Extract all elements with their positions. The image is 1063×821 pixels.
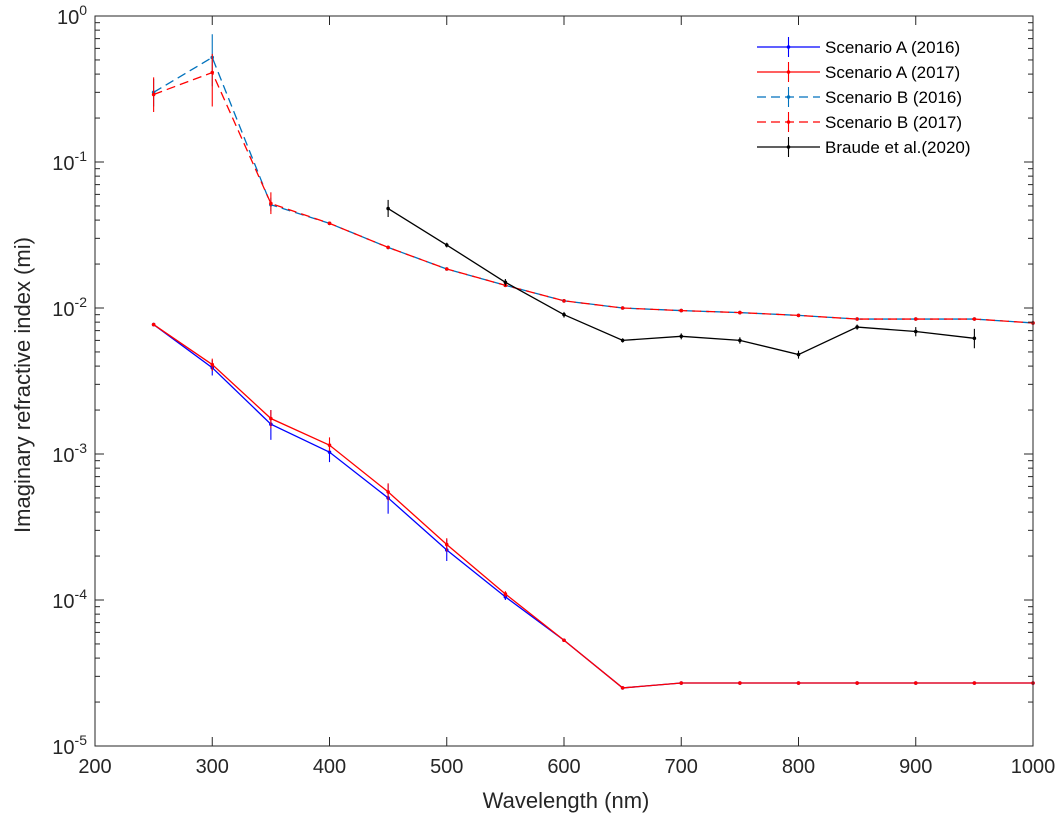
data-point xyxy=(972,336,977,341)
data-point xyxy=(386,206,390,211)
data-point xyxy=(679,308,684,313)
x-tick-label: 800 xyxy=(782,756,815,778)
data-point xyxy=(444,542,449,547)
data-point xyxy=(444,267,449,271)
data-point xyxy=(386,245,390,250)
data-point xyxy=(269,416,273,421)
legend-item: Scenario B (2016) xyxy=(757,87,962,107)
x-tick-label: 500 xyxy=(430,756,463,778)
data-point xyxy=(620,338,625,343)
x-tick-label: 1000 xyxy=(1011,756,1056,778)
y-tick-label: 10-1 xyxy=(52,148,87,175)
y-tick-label: 100 xyxy=(57,2,87,29)
legend-label: Scenario B (2016) xyxy=(825,88,962,107)
series-4 xyxy=(151,53,1035,325)
y-axis-label: Imaginary refractive index (mi) xyxy=(10,237,35,533)
x-tick-label: 200 xyxy=(78,756,111,778)
y-tick-label: 10-2 xyxy=(52,294,87,321)
data-point xyxy=(386,490,390,494)
legend-label: Scenario A (2017) xyxy=(825,63,960,82)
legend-marker xyxy=(786,70,791,74)
data-point xyxy=(738,338,742,343)
series-2 xyxy=(151,322,1035,690)
data-point xyxy=(503,592,508,596)
data-point xyxy=(444,243,449,247)
data-point xyxy=(679,681,684,685)
legend-marker xyxy=(786,120,791,124)
legend-item: Scenario B (2017) xyxy=(757,112,962,132)
legend-label: Scenario A (2016) xyxy=(825,38,960,57)
data-point xyxy=(151,322,156,327)
data-point xyxy=(855,317,859,321)
series-line xyxy=(153,56,1034,324)
data-point xyxy=(796,681,801,685)
data-point xyxy=(151,92,156,97)
data-point xyxy=(210,70,215,75)
legend: Scenario A (2016) Scenario A (2017) Scenar… xyxy=(752,30,1004,168)
data-point xyxy=(620,306,625,310)
data-point xyxy=(503,280,508,285)
legend-item: Scenario A (2016) xyxy=(757,37,960,57)
y-tick-label: 10-4 xyxy=(52,586,87,613)
plot-area xyxy=(151,34,1035,690)
legend-marker xyxy=(786,145,791,149)
data-point xyxy=(562,299,566,303)
data-point xyxy=(972,681,977,685)
series-line xyxy=(153,324,1033,689)
data-point xyxy=(855,681,859,685)
x-tick-label: 600 xyxy=(547,756,580,778)
data-point xyxy=(679,334,684,339)
data-point xyxy=(327,221,332,226)
data-point xyxy=(327,443,332,447)
data-point xyxy=(738,681,742,685)
data-point xyxy=(562,638,566,643)
data-point xyxy=(620,686,625,690)
legend-box xyxy=(752,30,1004,168)
data-point xyxy=(855,325,859,329)
data-point xyxy=(913,681,918,685)
series-5 xyxy=(386,199,977,359)
data-point xyxy=(269,201,273,206)
legend-label: Scenario B (2017) xyxy=(825,113,962,132)
y-tick-label: 10-3 xyxy=(52,440,87,467)
x-tick-label: 300 xyxy=(196,756,229,778)
legend-marker xyxy=(786,45,791,49)
data-point xyxy=(913,317,918,321)
x-axis-label: Wavelength (nm) xyxy=(483,788,650,813)
legend-marker xyxy=(786,95,791,99)
data-point xyxy=(796,313,801,318)
legend-item: Scenario A (2017) xyxy=(757,62,960,82)
data-point xyxy=(562,312,566,317)
data-point xyxy=(210,362,215,367)
x-tick-label: 700 xyxy=(665,756,698,778)
legend-item: Braude et al.(2020) xyxy=(757,137,971,157)
legend-label: Braude et al.(2020) xyxy=(825,138,971,157)
x-tick-label: 900 xyxy=(899,756,932,778)
data-point xyxy=(913,329,918,334)
x-tick-label: 400 xyxy=(313,756,346,778)
data-point xyxy=(972,317,977,321)
data-point xyxy=(738,310,742,315)
data-point xyxy=(796,352,801,357)
data-point xyxy=(327,450,332,454)
y-tick-label: 10-5 xyxy=(52,732,87,759)
axes: 200 300 400 500 600 700 800 900 1000 10-5 10-4 10-3… xyxy=(52,2,1055,778)
